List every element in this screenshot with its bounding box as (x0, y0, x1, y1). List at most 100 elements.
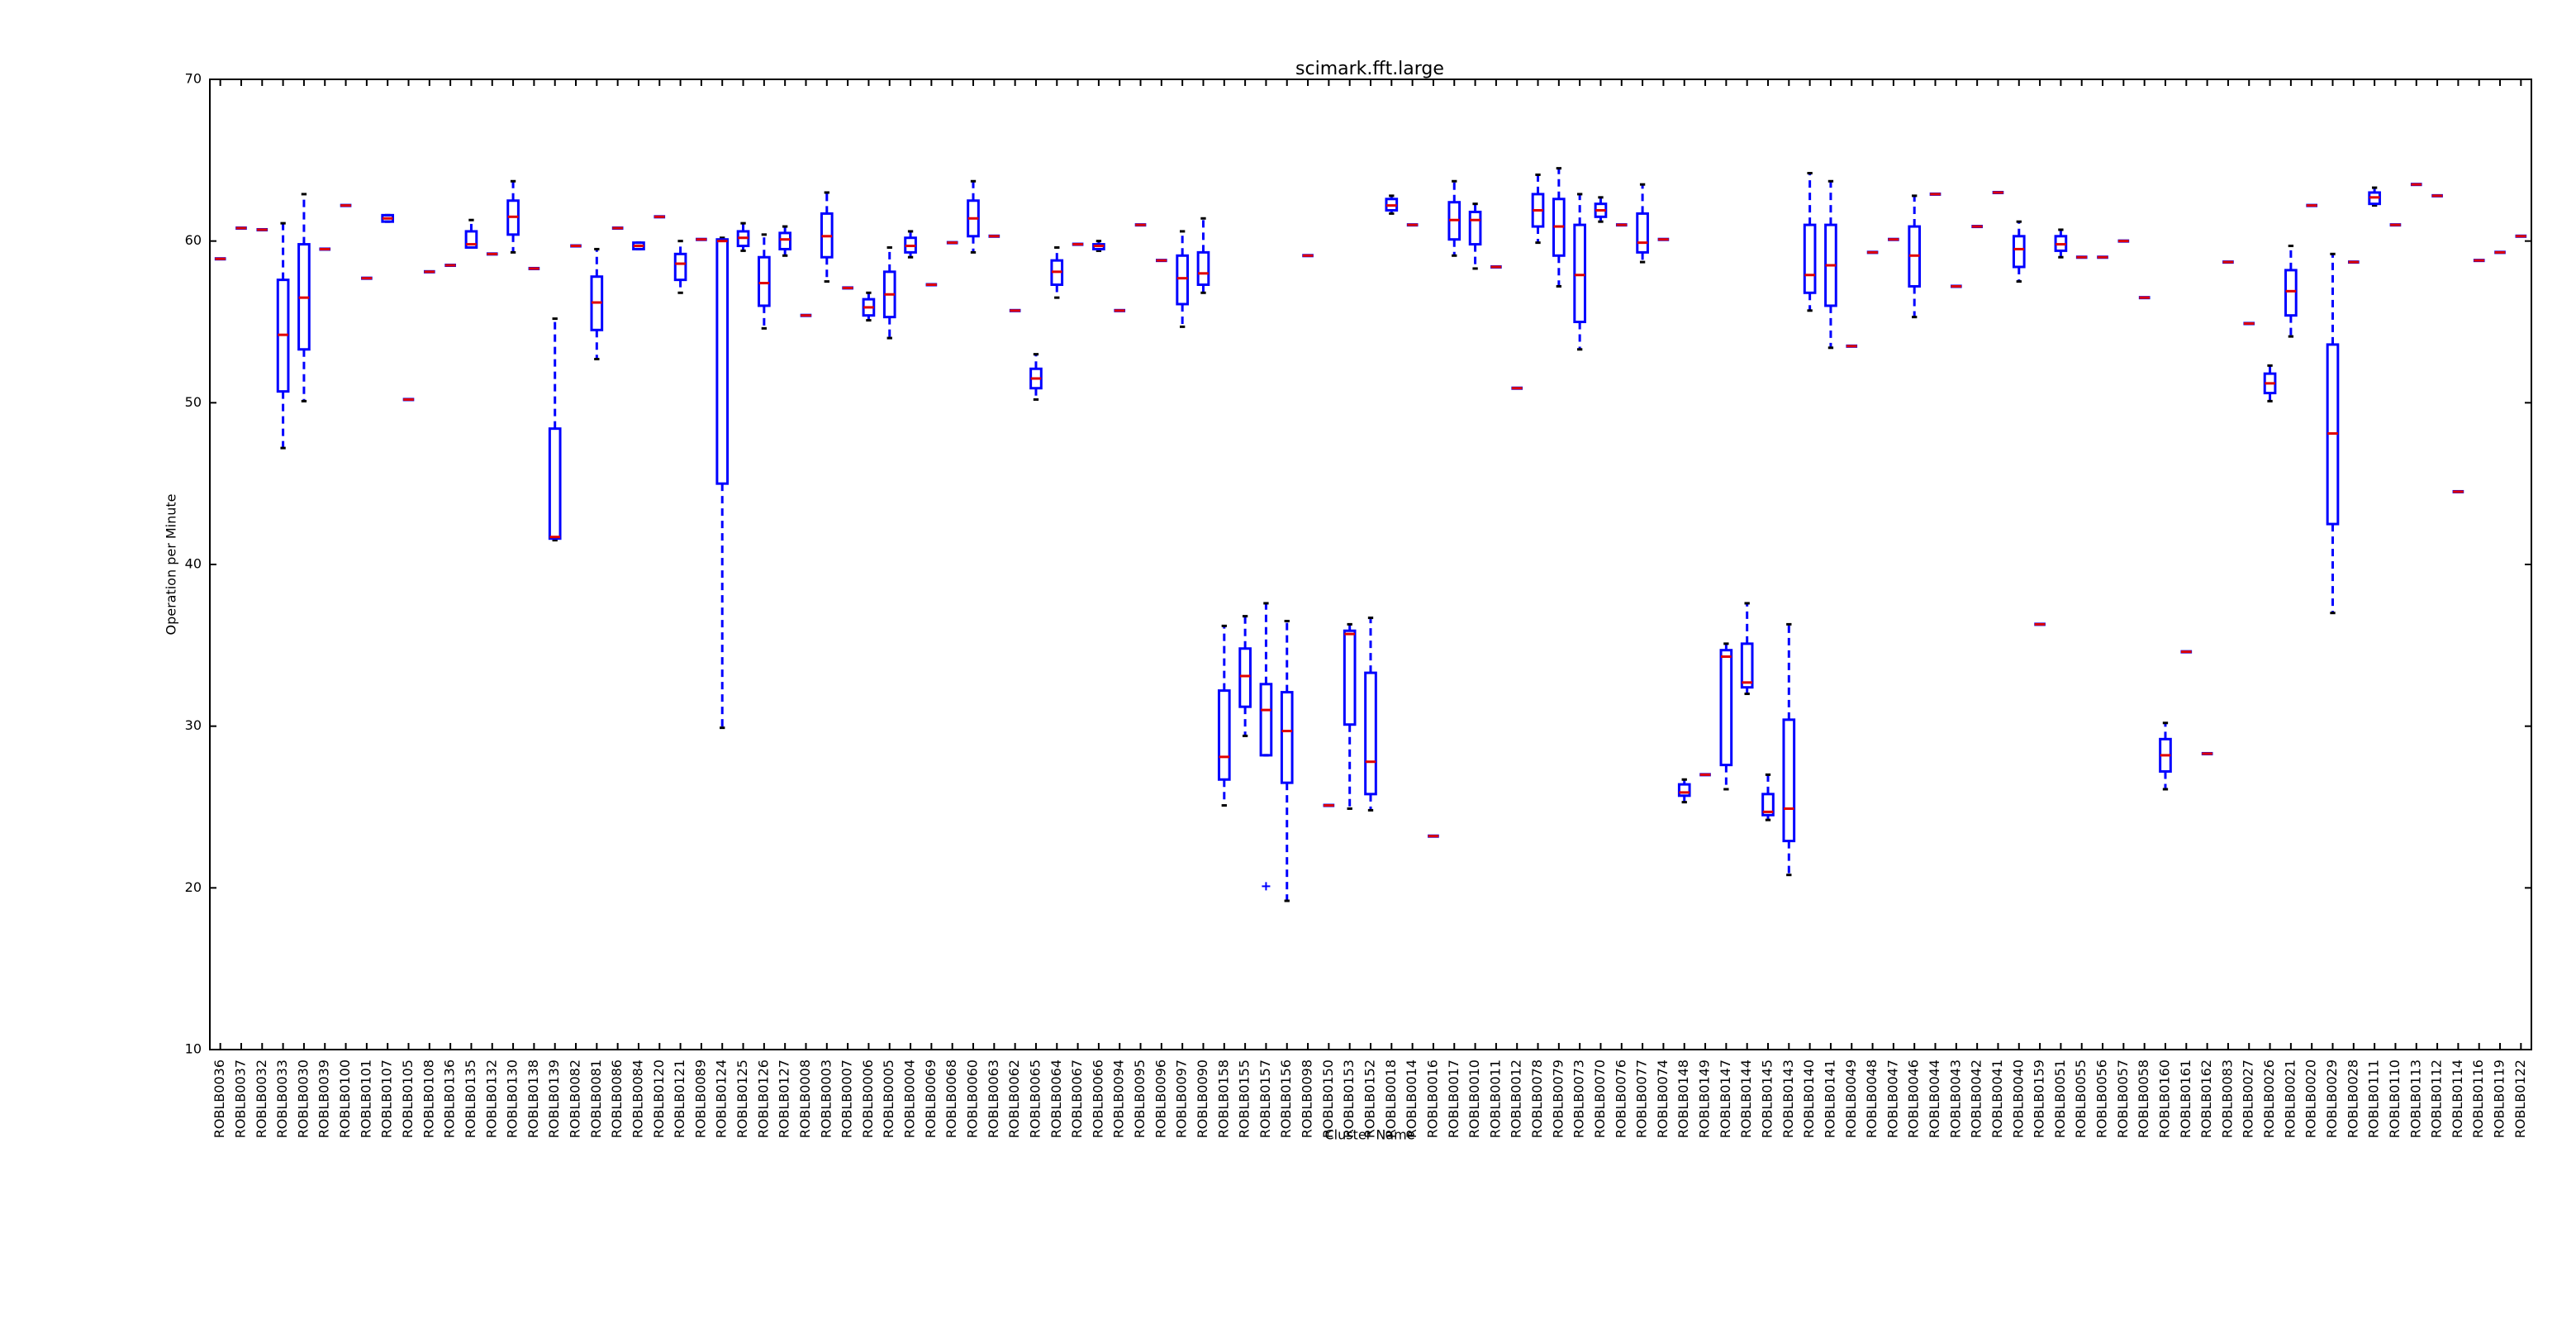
x-tick-label: ROBLB0084 (630, 1059, 645, 1138)
x-tick-label: ROBLB0159 (2032, 1059, 2047, 1138)
box (1740, 642, 1754, 689)
y-axis-label: Operation per Minute (164, 493, 179, 635)
x-tick-label: ROBLB0039 (316, 1059, 332, 1138)
box (2284, 269, 2298, 317)
x-tick-label: ROBLB0044 (1927, 1059, 1942, 1138)
x-tick-label: ROBLB0138 (525, 1059, 541, 1138)
x-tick-label: ROBLB0076 (1613, 1059, 1628, 1138)
x-tick-label: ROBLB0068 (943, 1059, 959, 1138)
box (778, 231, 792, 250)
x-tick-label: ROBLB0016 (1424, 1059, 1440, 1138)
box (1719, 649, 1733, 767)
x-tick-label: ROBLB0010 (1466, 1059, 1482, 1138)
x-tick-label: ROBLB0040 (2010, 1059, 2026, 1138)
y-tick-label: 20 (185, 879, 202, 895)
x-tick-label: ROBLB0008 (797, 1059, 813, 1138)
box (1280, 691, 1294, 784)
x-tick-label: ROBLB0078 (1529, 1059, 1545, 1138)
x-tick-label: ROBLB0003 (818, 1059, 834, 1138)
x-tick-label: ROBLB0090 (1195, 1059, 1210, 1138)
box (2012, 235, 2026, 269)
x-tick-label: ROBLB0020 (2303, 1059, 2319, 1138)
x-tick-label: ROBLB0156 (1278, 1059, 1294, 1138)
box (1259, 683, 1273, 757)
x-tick-label: ROBLB0145 (1759, 1059, 1775, 1138)
y-tick-label: 10 (185, 1041, 202, 1057)
x-tick-label: ROBLB0017 (1446, 1059, 1461, 1138)
x-tick-label: ROBLB0046 (1906, 1059, 1922, 1138)
x-tick-label: ROBLB0074 (1655, 1059, 1671, 1138)
x-tick-label: ROBLB0098 (1300, 1059, 1315, 1138)
x-tick-label: ROBLB0116 (2470, 1059, 2486, 1138)
x-tick-label: ROBLB0049 (1843, 1059, 1859, 1138)
x-tick-label: ROBLB0064 (1048, 1059, 1064, 1138)
x-tick-label: ROBLB0143 (1780, 1059, 1796, 1138)
x-tick-label: ROBLB0101 (358, 1059, 373, 1138)
x-tick-label: ROBLB0094 (1111, 1059, 1127, 1138)
y-tick-label: 60 (185, 232, 202, 248)
x-tick-label: ROBLB0029 (2324, 1059, 2340, 1138)
box (1803, 223, 1817, 294)
y-tick-label: 50 (185, 394, 202, 410)
x-tick-label: ROBLB0144 (1738, 1059, 1754, 1138)
x-tick-label: ROBLB0007 (839, 1059, 855, 1138)
x-tick-label: ROBLB0153 (1341, 1059, 1357, 1138)
x-tick-label: ROBLB0150 (1320, 1059, 1336, 1138)
x-tick-label: ROBLB0110 (2387, 1059, 2403, 1138)
x-tick-label: ROBLB0012 (1509, 1059, 1524, 1138)
x-tick-label: ROBLB0100 (337, 1059, 353, 1138)
x-tick-label: ROBLB0160 (2156, 1059, 2172, 1138)
x-tick-label: ROBLB0140 (1801, 1059, 1817, 1138)
box (1196, 250, 1210, 286)
x-tick-label: ROBLB0005 (881, 1059, 896, 1138)
x-tick-label: ROBLB0073 (1571, 1059, 1587, 1138)
x-tick-label: ROBLB0155 (1237, 1059, 1252, 1138)
x-tick-label: ROBLB0030 (295, 1059, 311, 1138)
x-tick-label: ROBLB0021 (2282, 1059, 2298, 1138)
x-tick-label: ROBLB0126 (755, 1059, 771, 1138)
x-tick-label: ROBLB0096 (1153, 1059, 1168, 1138)
x-tick-label: ROBLB0037 (232, 1059, 248, 1138)
x-tick-label: ROBLB0122 (2512, 1059, 2528, 1138)
flier (1262, 882, 1271, 891)
x-tick-label: ROBLB0162 (2198, 1059, 2214, 1138)
x-tick-label: ROBLB0112 (2429, 1059, 2445, 1138)
x-tick-label: ROBLB0055 (2073, 1059, 2089, 1138)
x-tick-label: ROBLB0086 (609, 1059, 625, 1138)
x-tick-label: ROBLB0148 (1675, 1059, 1691, 1138)
x-tick-label: ROBLB0157 (1257, 1059, 1273, 1138)
box (1636, 212, 1649, 254)
x-tick-label: ROBLB0108 (421, 1059, 436, 1138)
box (464, 230, 478, 249)
x-tick-label: ROBLB0066 (1090, 1059, 1105, 1138)
x-tick-label: ROBLB0060 (965, 1059, 981, 1138)
x-tick-label: ROBLB0058 (2136, 1059, 2151, 1138)
box (1761, 793, 1775, 817)
x-tick-label: ROBLB0018 (1383, 1059, 1399, 1138)
x-tick-label: ROBLB0062 (1006, 1059, 1022, 1138)
x-tick-label: ROBLB0114 (2450, 1059, 2465, 1138)
x-tick-label: ROBLB0069 (923, 1059, 939, 1138)
x-tick-label: ROBLB0070 (1592, 1059, 1608, 1138)
x-tick-label: ROBLB0095 (1132, 1059, 1148, 1138)
x-tick-label: ROBLB0111 (2366, 1059, 2382, 1138)
x-tick-label: ROBLB0043 (1947, 1059, 1963, 1138)
x-tick-label: ROBLB0006 (860, 1059, 876, 1138)
y-tick-label: 40 (185, 556, 202, 572)
x-tick-label: ROBLB0107 (379, 1059, 395, 1138)
x-tick-label: ROBLB0136 (442, 1059, 458, 1138)
x-tick-label: ROBLB0125 (734, 1059, 750, 1138)
x-tick-label: ROBLB0056 (2094, 1059, 2110, 1138)
box (758, 255, 771, 307)
x-tick-label: ROBLB0036 (211, 1059, 227, 1138)
y-tick-label: 30 (185, 717, 202, 733)
box (1677, 783, 1691, 798)
x-tick-label: ROBLB0119 (2492, 1059, 2507, 1138)
x-tick-label: ROBLB0047 (1884, 1059, 1900, 1138)
x-tick-label: ROBLB0011 (1487, 1059, 1503, 1138)
x-tick-label: ROBLB0004 (902, 1059, 918, 1138)
chart-title: scimark.fft.large (1295, 59, 1444, 79)
y-tick-label: 70 (185, 71, 202, 87)
